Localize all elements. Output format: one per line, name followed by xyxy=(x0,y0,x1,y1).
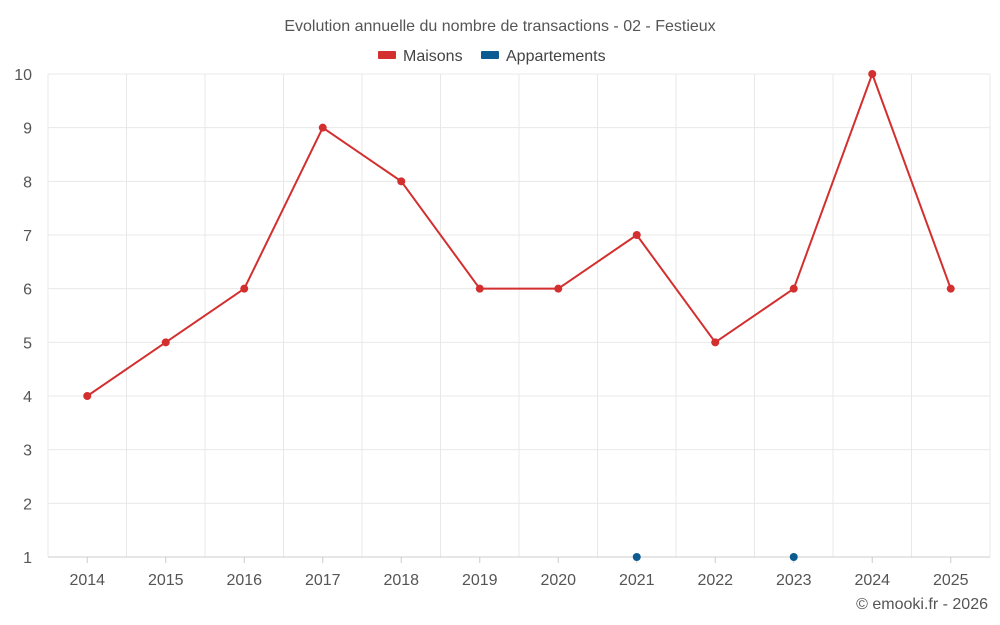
data-point-maisons xyxy=(632,231,641,239)
y-tick-label: 10 xyxy=(14,67,32,84)
chart-title: Evolution annuelle du nombre de transact… xyxy=(284,18,715,35)
y-tick-label: 1 xyxy=(23,550,32,567)
data-point-maisons xyxy=(554,284,563,293)
series-maisons xyxy=(83,70,955,400)
x-tick-label: 2014 xyxy=(69,572,105,589)
x-tick-label: 2023 xyxy=(776,572,812,589)
data-point-appartements xyxy=(632,553,641,561)
y-tick-label: 4 xyxy=(23,389,32,406)
data-point-maisons xyxy=(397,177,406,186)
x-tick-label: 2019 xyxy=(462,572,498,589)
x-tick-label: 2021 xyxy=(619,572,655,589)
legend-swatch-maisons xyxy=(378,51,396,59)
data-point-maisons xyxy=(711,338,720,347)
y-tick-label: 8 xyxy=(23,174,32,191)
data-point-maisons xyxy=(946,284,955,293)
x-tick-label: 2020 xyxy=(540,572,576,589)
data-point-maisons xyxy=(789,284,798,293)
data-point-maisons xyxy=(318,123,327,132)
y-tick-label: 6 xyxy=(23,282,32,299)
grid xyxy=(47,73,991,557)
x-tick-label: 2025 xyxy=(933,572,969,589)
data-point-appartements xyxy=(789,553,798,561)
x-tick-label: 2022 xyxy=(697,572,733,589)
data-point-maisons xyxy=(83,392,92,400)
legend-swatch-appartements xyxy=(481,51,499,59)
axes: 1 2 3 4 5 6 7 8 9 10 2014 2015 2016 2017 2018 2019 2020 2… xyxy=(14,67,990,589)
legend-label-maisons: Maisons xyxy=(403,48,463,65)
y-tick-label: 9 xyxy=(23,121,32,138)
x-tick-label: 2016 xyxy=(226,572,262,589)
series-appartements xyxy=(632,553,798,561)
x-tick-label: 2018 xyxy=(383,572,419,589)
data-point-maisons xyxy=(161,338,170,347)
credit-text: © emooki.fr - 2026 xyxy=(856,596,988,613)
legend-item-maisons[interactable]: Maisons xyxy=(378,48,463,65)
data-point-maisons xyxy=(240,284,249,293)
x-tick-label: 2015 xyxy=(148,572,184,589)
legend: Maisons Appartements xyxy=(378,48,606,65)
y-tick-label: 5 xyxy=(23,335,32,352)
legend-item-appartements[interactable]: Appartements xyxy=(481,48,606,65)
y-tick-label: 2 xyxy=(23,496,32,513)
legend-label-appartements: Appartements xyxy=(506,48,606,65)
x-tick-label: 2017 xyxy=(305,572,341,589)
x-tick-label: 2024 xyxy=(854,572,890,589)
y-tick-label: 7 xyxy=(23,228,32,245)
series-line-maisons xyxy=(86,73,952,397)
y-tick-label: 3 xyxy=(23,443,32,460)
data-point-maisons xyxy=(475,284,484,293)
series xyxy=(83,70,955,561)
data-point-maisons xyxy=(868,70,877,78)
